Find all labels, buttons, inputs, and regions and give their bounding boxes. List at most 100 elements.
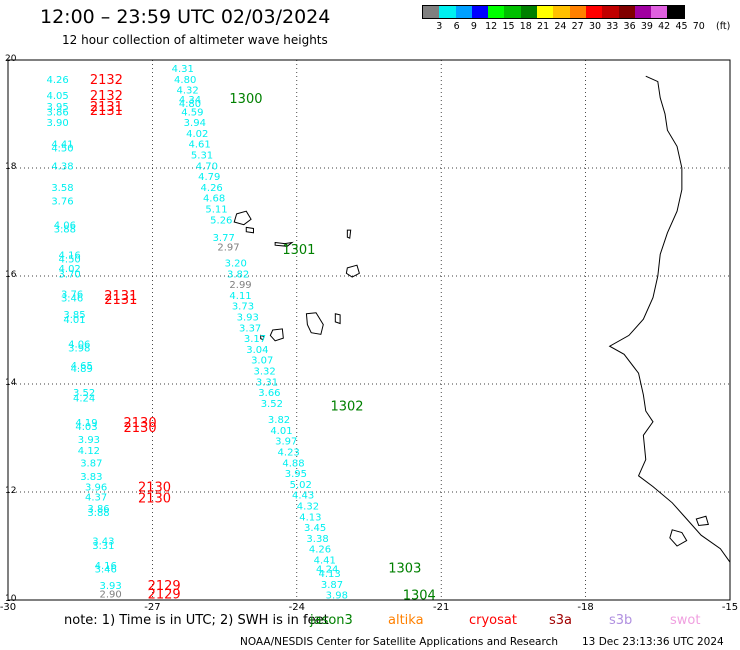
wave-height-value: 4.19 <box>75 418 97 429</box>
wave-height-value: 2.90 <box>99 590 121 601</box>
wave-height-value: 4.61 <box>189 140 211 151</box>
sal-outline <box>346 229 352 239</box>
pass-label: 1304 <box>403 589 436 604</box>
pass-label: 1300 <box>229 92 262 107</box>
wave-height-value: 3.04 <box>246 345 268 356</box>
wave-height-value: 3.82 <box>227 269 249 280</box>
wave-height-value: 3.31 <box>256 377 278 388</box>
pass-label: 2131 <box>104 293 137 308</box>
wave-height-value: 4.13 <box>318 569 340 580</box>
legend-swatch <box>585 6 603 18</box>
sao-nicolau-outline <box>274 241 294 247</box>
wave-height-value: 3.70 <box>59 269 81 280</box>
brava-outline <box>260 334 265 341</box>
bijagos-b-outline <box>695 515 709 527</box>
wave-height-value: 4.50 <box>51 143 73 154</box>
wave-height-value: 4.43 <box>292 491 314 502</box>
legend-swatch <box>537 6 554 18</box>
maio-outline <box>334 313 341 325</box>
pass-label: 2130 <box>124 421 157 436</box>
satellite-jason3: jason3 <box>310 613 353 628</box>
wave-height-value: 3.43 <box>92 537 114 548</box>
wave-height-value: 3.82 <box>268 415 290 426</box>
legend-label: 21 <box>537 21 550 32</box>
legend-swatch <box>455 6 472 18</box>
pass-label: 2131 <box>90 104 123 119</box>
wave-height-value: 3.86 <box>47 107 69 118</box>
generated-timestamp: 13 Dec 23:13:36 UTC 2024 <box>582 636 724 648</box>
wave-height-value: 3.52 <box>73 388 95 399</box>
satellite-s3a: s3a <box>549 613 573 628</box>
legend-label: 42 <box>658 21 671 32</box>
gridlines <box>8 60 730 600</box>
legend-label: 39 <box>640 21 653 32</box>
wave-height-value: 4.79 <box>198 172 220 183</box>
wave-height-value: 3.93 <box>99 581 121 592</box>
wave-height-value: 4.68 <box>203 194 225 205</box>
legend-label: 45 <box>675 21 688 32</box>
wave-height-value: 4.80 <box>174 75 196 86</box>
legend-swatch <box>520 6 538 18</box>
wave-height-value: 3.58 <box>51 183 73 194</box>
wave-height-value: 4.12 <box>78 446 100 457</box>
wave-height-value: 3.87 <box>80 458 102 469</box>
legend-labels: 3 6 9 12 15 18 21 24 27 30 33 36 39 42 45 70 <box>422 21 740 33</box>
wave-height-value: 3.32 <box>253 367 275 378</box>
wave-height-value: 4.01 <box>270 426 292 437</box>
legend-label: 3 <box>436 21 443 32</box>
wave-height-value: 3.07 <box>251 356 273 367</box>
satellite-cryosat: cryosat <box>469 613 517 628</box>
wave-height-value: 3.98 <box>326 591 348 602</box>
wave-height-value: 3.83 <box>80 472 102 483</box>
wave-height-value: 3.96 <box>85 483 107 494</box>
santo-antao-outline <box>233 210 252 226</box>
wave-height-value: 4.03 <box>75 422 97 433</box>
wave-height-value: 3.17 <box>244 334 266 345</box>
wave-height-value: 4.59 <box>181 107 203 118</box>
legend-swatch <box>651 6 668 18</box>
footer-note: note: 1) Time is in UTC; 2) SWH is in fe… <box>64 613 329 628</box>
pass-label: 2131 <box>104 289 137 304</box>
satellite-s3b: s3b <box>609 613 633 628</box>
legend-label: 27 <box>571 21 584 32</box>
legend-unit: (ft) <box>716 21 731 32</box>
pass-label: 2130 <box>138 491 171 506</box>
wave-height-value: 3.88 <box>87 508 109 519</box>
wave-height-value: 3.31 <box>92 541 114 552</box>
legend-swatches <box>422 5 685 19</box>
wave-height-value: 4.02 <box>186 129 208 140</box>
wave-height-value: 3.38 <box>306 534 328 545</box>
wave-height-value: 3.46 <box>95 565 117 576</box>
santiago-outline <box>305 312 324 335</box>
wave-height-value: 3.45 <box>304 523 326 534</box>
wave-height-value: 4.50 <box>59 255 81 266</box>
wave-height-value: 5.26 <box>210 215 232 226</box>
latitude-label: 20 <box>5 54 17 64</box>
wave-height-value: 3.90 <box>47 118 69 129</box>
wave-height-value: 4.23 <box>278 448 300 459</box>
legend-swatch <box>618 6 635 18</box>
wave-height-value: 3.95 <box>47 102 69 113</box>
wave-height-value: 3.76 <box>61 289 83 300</box>
wave-height-value: 4.65 <box>71 361 93 372</box>
wave-height-value: 4.06 <box>54 221 76 232</box>
sao-vicente-outline <box>245 226 254 234</box>
color-legend: 3 6 9 12 15 18 21 24 27 30 33 36 39 42 45 70 (ft) <box>422 5 730 32</box>
coastline-outline <box>608 75 731 563</box>
wave-height-value: 4.37 <box>85 492 107 503</box>
wave-height-value: 3.52 <box>261 399 283 410</box>
pass-label: 1303 <box>388 562 421 577</box>
wave-height-value: 4.88 <box>282 458 304 469</box>
wave-height-value: 4.89 <box>71 364 93 375</box>
landmasses <box>233 75 731 563</box>
latitude-label: 12 <box>5 486 17 496</box>
wave-height-value: 4.70 <box>196 161 218 172</box>
boa-vista-outline <box>345 264 360 278</box>
wave-height-value: 3.85 <box>63 310 85 321</box>
wave-height-value: 3.93 <box>78 435 100 446</box>
legend-swatch <box>471 6 489 18</box>
wave-height-value: 4.24 <box>73 394 95 405</box>
legend-swatch <box>602 6 619 18</box>
wave-height-value: 4.16 <box>95 561 117 572</box>
